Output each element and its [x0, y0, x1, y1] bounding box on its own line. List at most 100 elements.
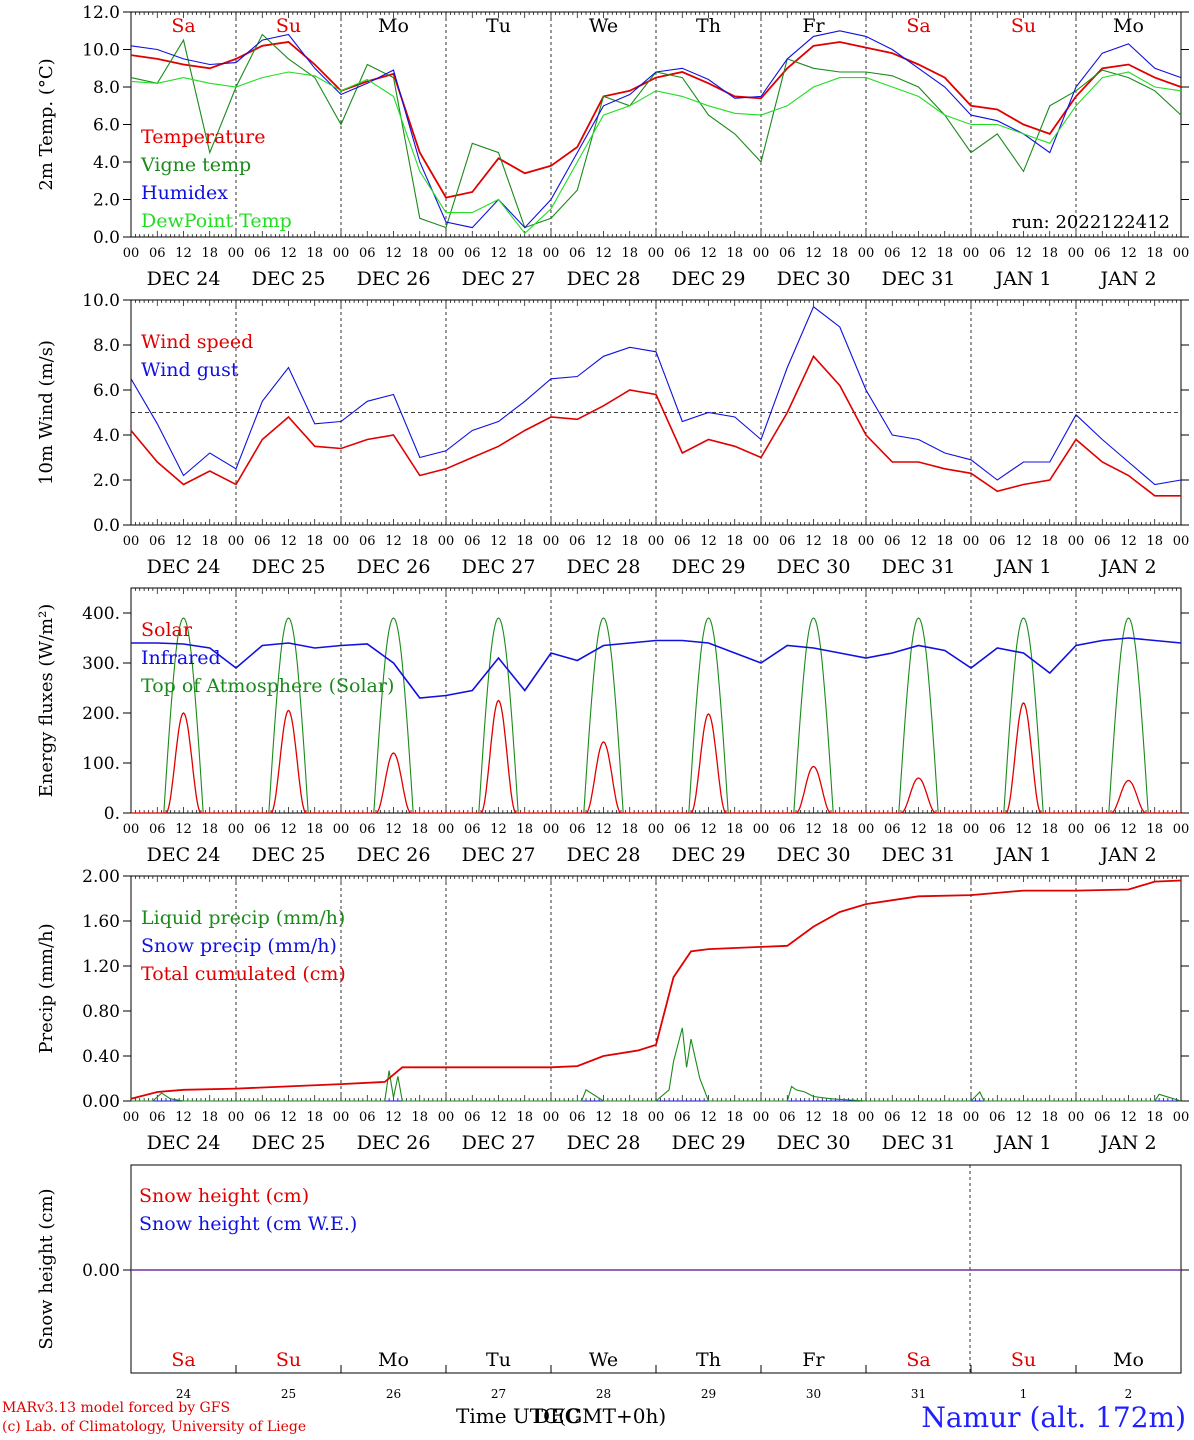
temp-panel-hour-label: 00 — [963, 246, 980, 261]
precip-panel-hour-label: 06 — [1094, 1110, 1111, 1125]
precip-panel-ytick-label: 0.00 — [82, 1092, 120, 1112]
temp-panel-ylabel: 2m Temp. (°C) — [36, 58, 57, 190]
temp-panel-legend-4: DewPoint Temp — [141, 210, 292, 232]
temp-panel-hour-label: 12 — [1015, 246, 1032, 261]
snow-panel-weekday-label: Mo — [1113, 1349, 1144, 1371]
weekday-top-label: Tu — [486, 15, 511, 37]
energy-panel-hour-label: 12 — [490, 822, 507, 837]
precip-panel-hour-label: 00 — [963, 1110, 980, 1125]
energy-panel-hour-label: 12 — [175, 822, 192, 837]
temp-panel-date-label: DEC 27 — [462, 268, 536, 290]
precip-panel-date-label: DEC 28 — [567, 1132, 641, 1154]
energy-panel-ytick-label: 200. — [82, 704, 120, 724]
wind-panel-ytick-label: 0.0 — [93, 516, 120, 536]
snow-panel-day-number: 27 — [491, 1387, 506, 1401]
wind-panel-hour-label: 18 — [1041, 534, 1058, 549]
precip-panel-hour-label: 18 — [516, 1110, 533, 1125]
energy-panel-hour-label: 12 — [385, 822, 402, 837]
precip-panel-legend-2: Snow precip (mm/h) — [141, 935, 337, 957]
temp-panel-hour-label: 06 — [779, 246, 796, 261]
temp-panel-hour-label: 06 — [674, 246, 691, 261]
energy-panel-ylabel: Energy fluxes (W/m²) — [36, 604, 57, 798]
snow-panel-weekday-label: We — [589, 1349, 618, 1371]
weekday-top-label: Su — [1011, 15, 1036, 37]
precip-panel-hour-label: 18 — [306, 1110, 323, 1125]
energy-panel-hour-label: 06 — [569, 822, 586, 837]
temp-panel-hour-label: 00 — [543, 246, 560, 261]
temp-panel-hour-label: 06 — [359, 246, 376, 261]
precip-panel-hour-label: 00 — [753, 1110, 770, 1125]
temp-panel-series-3 — [130, 30, 1182, 229]
wind-panel-date-label: JAN 2 — [1098, 556, 1156, 578]
energy-panel-hour-label: 06 — [884, 822, 901, 837]
snow-panel-day-number: 28 — [596, 1387, 611, 1401]
precip-panel-date-label: DEC 29 — [672, 1132, 746, 1154]
wind-panel-hour-label: 12 — [910, 534, 927, 549]
weekday-top-label: Su — [276, 15, 301, 37]
precip-panel-hour-label: 00 — [333, 1110, 350, 1125]
precip-panel-hour-label: 12 — [910, 1110, 927, 1125]
snow-panel-legend-1: Snow height (cm) — [139, 1185, 309, 1207]
precip-panel-hour-label: 12 — [280, 1110, 297, 1125]
energy-panel-date-label: DEC 24 — [147, 844, 221, 866]
energy-panel-hour-label: 18 — [726, 822, 743, 837]
precip-panel-hour-label: 06 — [884, 1110, 901, 1125]
wind-panel-hour-label: 00 — [1173, 534, 1190, 549]
energy-panel-hour-label: 18 — [621, 822, 638, 837]
station-name: Namur (alt. 172m) — [921, 1401, 1186, 1434]
temp-panel-ytick-label: 8.0 — [93, 78, 120, 98]
temp-panel-legend-3: Humidex — [141, 182, 228, 204]
precip-panel-hour-label: 06 — [254, 1110, 271, 1125]
snow-panel-day-number: 2 — [1125, 1387, 1133, 1401]
temp-panel-hour-label: 18 — [1041, 246, 1058, 261]
energy-panel-hour-label: 06 — [464, 822, 481, 837]
energy-panel-hour-label: 06 — [674, 822, 691, 837]
energy-panel-hour-label: 18 — [1146, 822, 1163, 837]
temp-panel-ytick-label: 10.0 — [82, 41, 120, 61]
wind-panel-legend-1: Wind speed — [141, 331, 253, 353]
precip-panel-hour-label: 18 — [1146, 1110, 1163, 1125]
temp-panel-date-label: DEC 28 — [567, 268, 641, 290]
snow-panel-weekday-label: Fr — [802, 1349, 825, 1371]
precip-panel-hour-label: 12 — [595, 1110, 612, 1125]
energy-panel-hour-label: 18 — [306, 822, 323, 837]
wind-panel-date-label: DEC 30 — [777, 556, 851, 578]
temp-panel-hour-label: 12 — [805, 246, 822, 261]
energy-panel-hour-label: 18 — [411, 822, 428, 837]
energy-panel-hour-label: 12 — [280, 822, 297, 837]
temp-panel-hour-label: 12 — [910, 246, 927, 261]
temp-panel-date-label: JAN 2 — [1098, 268, 1156, 290]
wind-panel-ytick-label: 2.0 — [93, 471, 120, 491]
snow-panel-day-number: 1 — [1020, 1387, 1028, 1401]
wind-panel-hour-label: 18 — [831, 534, 848, 549]
precip-panel-hour-label: 18 — [621, 1110, 638, 1125]
energy-panel-hour-label: 06 — [254, 822, 271, 837]
snow-panel-day-number: 24 — [176, 1387, 192, 1401]
precip-panel-hour-label: 18 — [726, 1110, 743, 1125]
wind-panel-series-1 — [130, 354, 1181, 497]
snow-panel-weekday-label: Tu — [486, 1349, 511, 1371]
precip-panel-hour-label: 12 — [385, 1110, 402, 1125]
temp-panel-hour-label: 00 — [1068, 246, 1085, 261]
energy-panel-date-label: DEC 31 — [882, 844, 956, 866]
precip-panel-hour-label: 00 — [858, 1110, 875, 1125]
energy-panel-hour-label: 12 — [595, 822, 612, 837]
precip-panel-date-label: DEC 24 — [147, 1132, 221, 1154]
temp-panel-legend-1: Temperature — [141, 126, 265, 148]
time-axis-title-overlap: DEC — [534, 1404, 580, 1428]
wind-panel-hour-label: 06 — [569, 534, 586, 549]
energy-panel-ytick-label: 300. — [82, 654, 120, 674]
temp-panel-hour-label: 06 — [989, 246, 1006, 261]
precip-panel-hour-label: 00 — [543, 1110, 560, 1125]
precip-panel-date-label: DEC 26 — [357, 1132, 431, 1154]
temp-panel-hour-label: 06 — [884, 246, 901, 261]
wind-panel-hour-label: 18 — [516, 534, 533, 549]
precip-panel-ytick-label: 2.00 — [82, 867, 120, 887]
wind-panel-hour-label: 12 — [805, 534, 822, 549]
temp-panel-ytick-label: 2.0 — [93, 191, 120, 211]
energy-panel-legend-1: Solar — [141, 619, 193, 641]
wind-panel-hour-label: 06 — [884, 534, 901, 549]
wind-panel-date-label: JAN 1 — [993, 556, 1051, 578]
temp-panel-hour-label: 18 — [831, 246, 848, 261]
temp-panel-hour-label: 00 — [1173, 246, 1190, 261]
